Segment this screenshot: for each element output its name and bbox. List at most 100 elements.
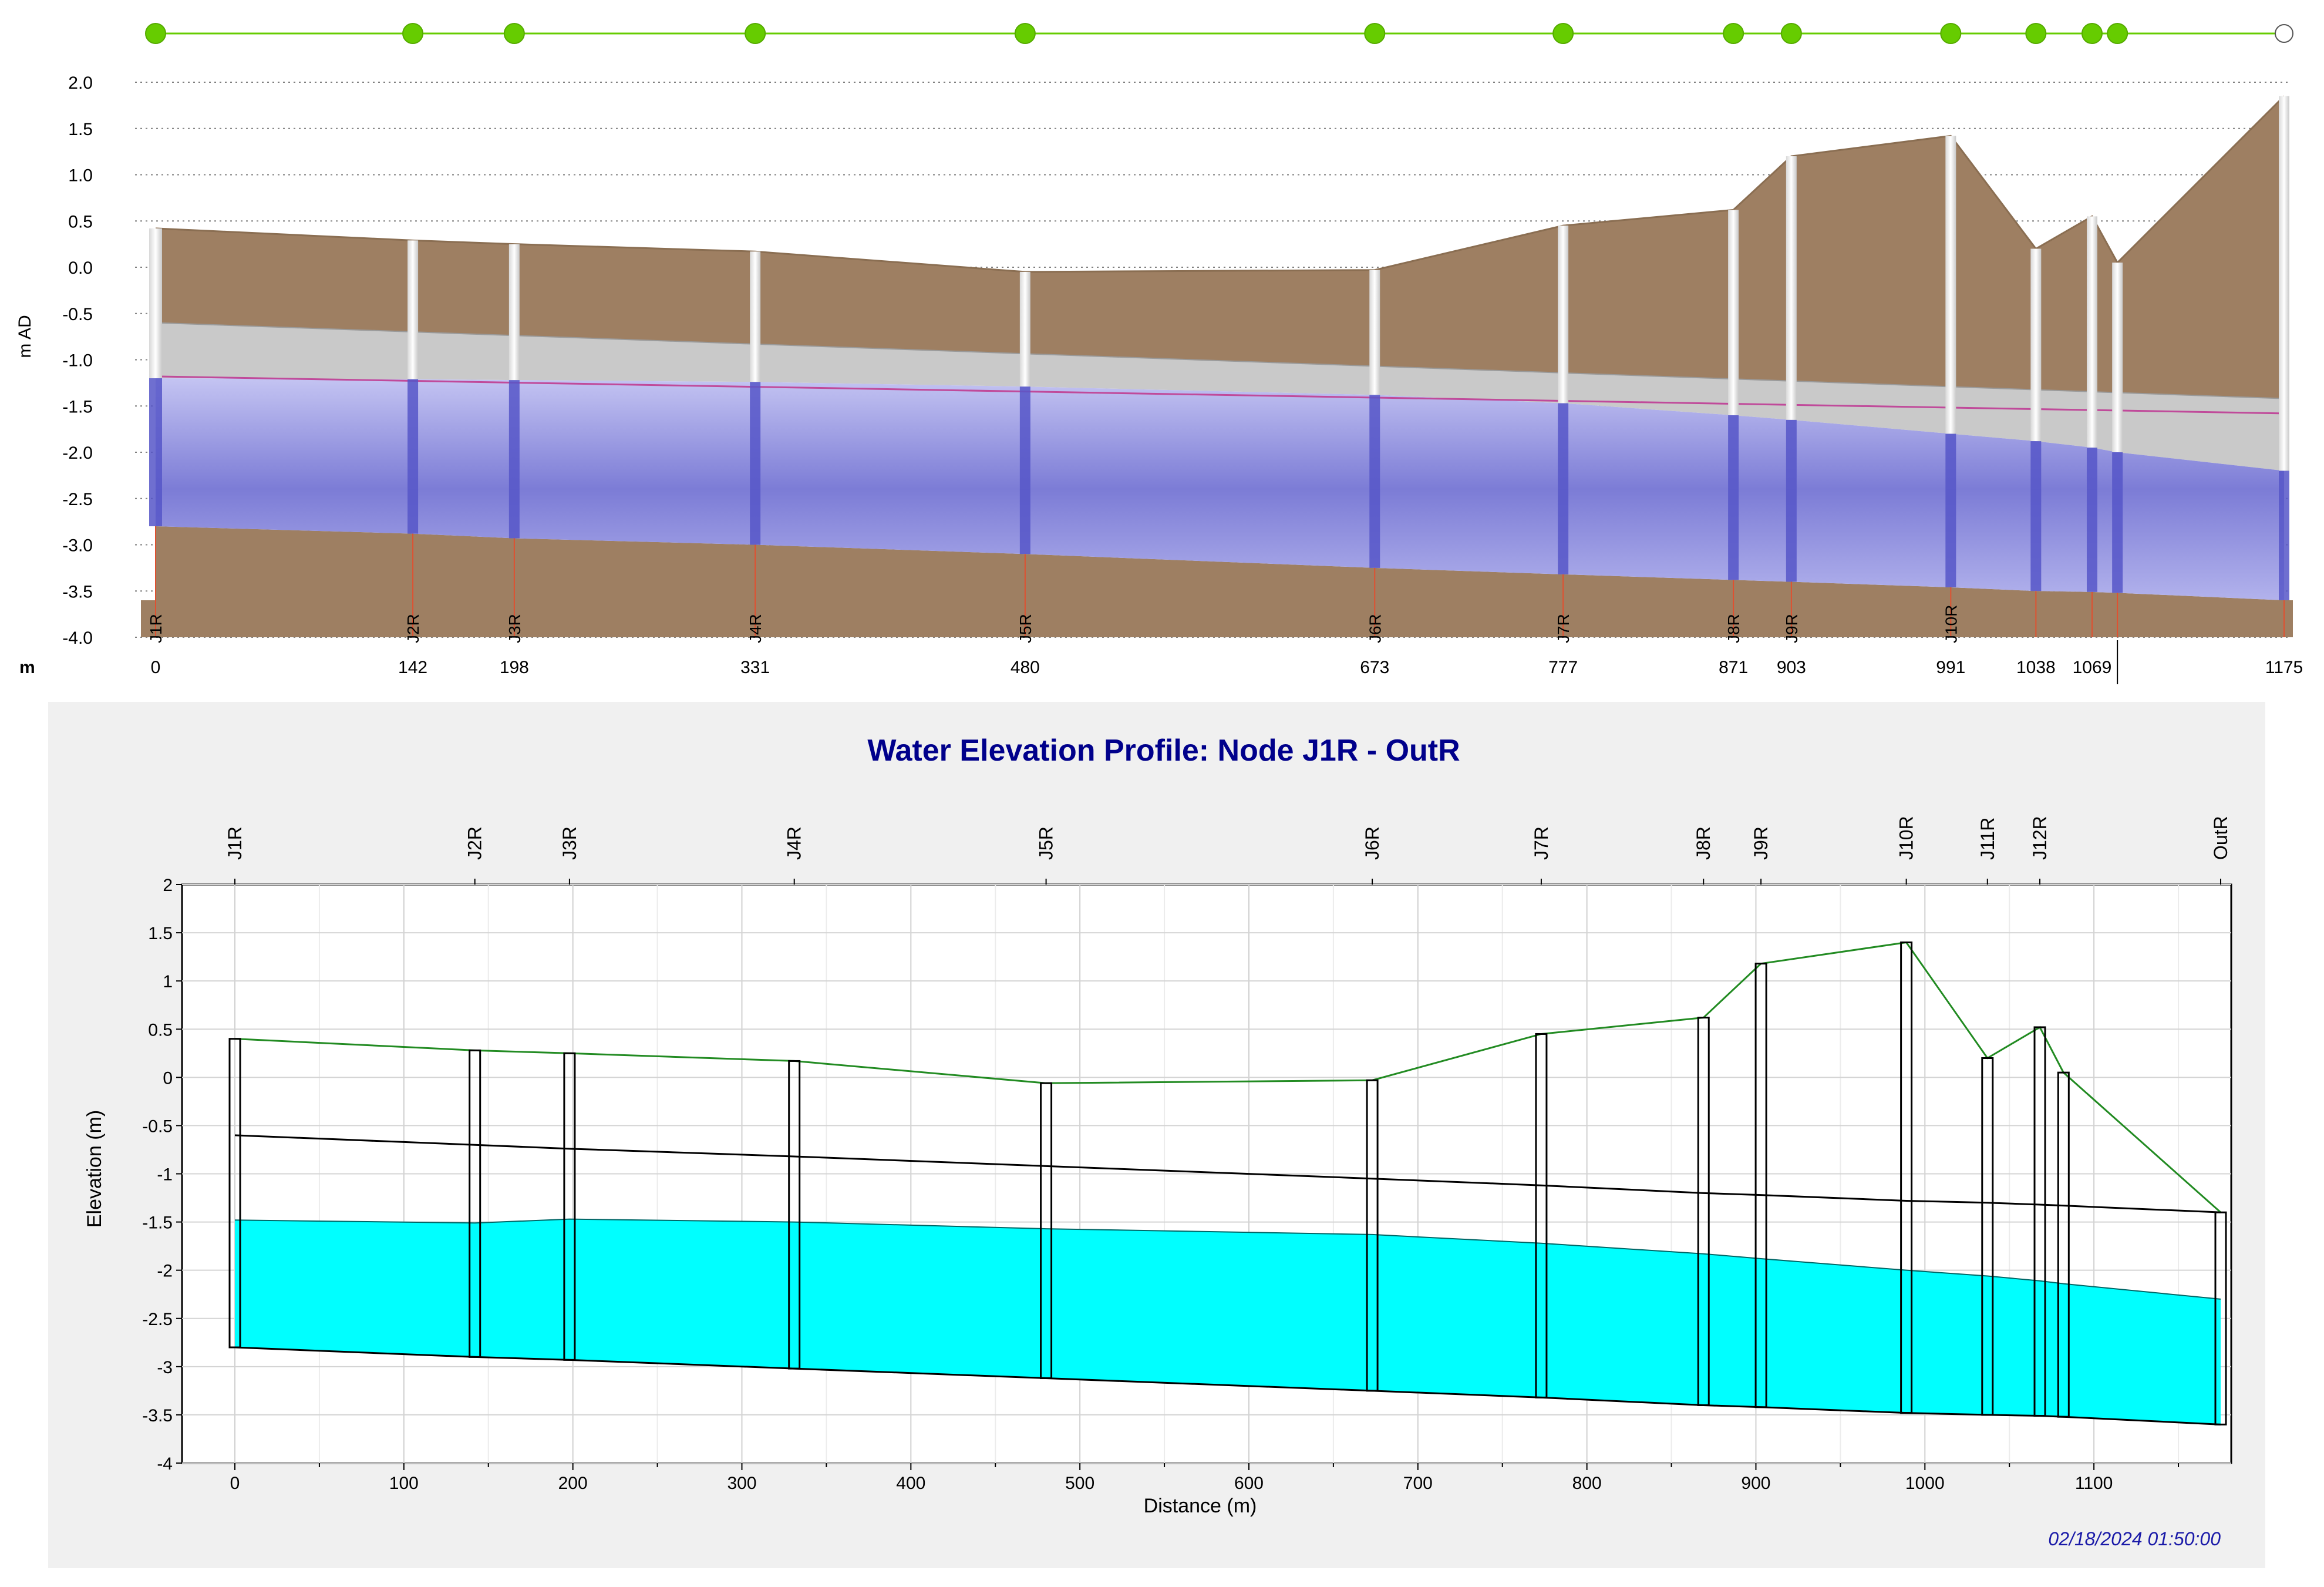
long-section-chart: J1R J2R J3R J4R J5R J6R J7R J8R J9R J10R 2.0 1.5 1.… — [15, 23, 2303, 684]
top-y-tick-label: -2.0 — [62, 443, 93, 463]
top-y-tick-label: 2.0 — [68, 73, 93, 93]
node-shaft-upper — [2112, 263, 2123, 452]
top-y-tick-label: -1.0 — [62, 351, 93, 371]
bottom-y-tick-label: -3 — [157, 1358, 173, 1377]
node-name-label: J2R — [404, 614, 422, 643]
crown-line — [234, 1134, 2221, 1213]
ground-surface-line — [155, 95, 2285, 273]
node-shaft-water — [2086, 448, 2097, 592]
water-fill — [156, 378, 2284, 600]
bottom-x-tick-label: 800 — [1572, 1474, 1602, 1493]
node-name-label: J6R — [1362, 826, 1383, 860]
node-shaft-water — [2112, 452, 2123, 593]
bottom-y-tick-label: 1 — [163, 972, 173, 991]
node-shaft — [1040, 1082, 1053, 1380]
node-marker-strip — [145, 23, 2293, 44]
bottom-node-shafts — [228, 942, 2227, 1425]
top-y-tick-label: -2.5 — [62, 490, 93, 509]
node-shaft-upper — [1369, 270, 1380, 395]
node-shaft-water — [1945, 433, 1956, 587]
node-shaft-water — [2030, 441, 2042, 591]
node-shaft — [1697, 1017, 1710, 1406]
top-x-tick-label: 903 — [1777, 658, 1806, 677]
top-x-tick-label: 1038 — [2016, 658, 2056, 677]
node-shaft — [469, 1049, 481, 1358]
node-shaft-water — [1019, 386, 1030, 554]
node-shaft-upper — [1728, 210, 1739, 415]
bottom-y-tick-label: -1.5 — [142, 1213, 173, 1233]
node-marker — [2025, 23, 2047, 44]
node-shaft-water — [149, 378, 162, 526]
ground-line — [234, 941, 2221, 1213]
node-marker — [1780, 23, 1802, 44]
node-name-label: J10R — [1896, 816, 1917, 860]
node-shaft — [1754, 963, 1767, 1408]
bottom-x-tick-label: 900 — [1741, 1474, 1770, 1493]
node-marker — [2081, 23, 2103, 44]
chart-title: Water Elevation Profile: Node J1R - OutR — [867, 734, 1460, 768]
node-shaft-water — [1369, 395, 1380, 568]
node-marker — [1723, 23, 1744, 44]
node-marker — [1552, 23, 1574, 44]
node-shaft-water — [1558, 403, 1569, 574]
bottom-y-tick-label: -3.5 — [142, 1406, 173, 1425]
node-shaft — [563, 1052, 576, 1361]
bottom-y-tick-label: 0 — [163, 1068, 173, 1088]
node-marker — [1364, 23, 1386, 44]
node-marker — [745, 23, 766, 44]
bottom-x-axis: 0 100 200 300 400 500 600 700 800 900 1000 1100 — [230, 1463, 2180, 1493]
node-name-label: J3R — [506, 614, 524, 643]
y-axis-title: Elevation (m) — [83, 1110, 106, 1228]
node-name-label: J5R — [1036, 826, 1057, 860]
node-shaft — [2214, 1211, 2227, 1425]
x-axis-title: Distance (m) — [1144, 1495, 1257, 1517]
bottom-y-tick-label: -1 — [157, 1165, 173, 1185]
bottom-y-axis: 2 1.5 1 0.5 0 -0.5 -1 -1.5 -2 -2.5 -3 -3.5 -4 — [142, 876, 182, 1474]
top-x-tick-label: 673 — [1360, 658, 1389, 677]
bottom-x-tick-label: 200 — [558, 1474, 588, 1493]
bottom-node-labels: J1R J2R J3R J4R J5R J6R J7R J8R J9R J10R J11R J12R O… — [224, 816, 2231, 885]
top-y-axis: 2.0 1.5 1.0 0.5 0.0 -0.5 -1.0 -1.5 -2.0 -2.5 -3.0 -… — [62, 73, 93, 648]
node-shaft — [1900, 942, 1913, 1414]
node-shaft-water — [508, 380, 520, 539]
node-shaft-upper — [1786, 156, 1797, 420]
top-x-unit-label: m — [19, 658, 35, 677]
bottom-y-tick-label: -2.5 — [142, 1310, 173, 1329]
node-name-label: J1R — [224, 826, 245, 860]
invert-line — [234, 1346, 2221, 1425]
node-shaft-water — [2279, 470, 2289, 600]
node-shaft-water — [1728, 415, 1739, 580]
water-elevation-profile-panel: Water Elevation Profile: Node J1R - OutR… — [48, 702, 2265, 1568]
node-name-label: J10R — [1942, 605, 1960, 643]
top-x-tick-label: 871 — [1719, 658, 1748, 677]
node-shaft-upper — [2086, 216, 2097, 448]
top-x-axis: 0 142 198 331 480 673 777 871 903 991 1038 1069 1175 — [151, 640, 2303, 684]
node-name-label: J12R — [2029, 816, 2050, 860]
bottom-y-tick-label: 2 — [163, 876, 173, 895]
top-profile-fills — [141, 95, 2293, 637]
top-x-tick-label: 198 — [500, 658, 529, 677]
bottom-x-tick-label: 400 — [896, 1474, 925, 1493]
node-marker — [503, 23, 525, 44]
top-x-tick-label: 480 — [1011, 658, 1040, 677]
bottom-x-tick-label: 100 — [389, 1474, 419, 1493]
water-surface-line — [234, 1218, 2221, 1300]
node-name-label: J1R — [147, 614, 165, 643]
top-node-shafts: J1R J2R J3R J4R J5R J6R J7R J8R J9R J10R — [147, 96, 2289, 643]
top-y-tick-label: -3.5 — [62, 582, 93, 601]
top-y-tick-label: -0.5 — [62, 305, 93, 324]
bottom-x-tick-label: 0 — [230, 1474, 240, 1493]
node-shaft-upper — [1558, 226, 1569, 404]
top-x-tick-label: 142 — [398, 658, 427, 677]
bottom-series — [234, 941, 2221, 1425]
bottom-y-tick-label: -0.5 — [142, 1117, 173, 1136]
top-y-tick-label: 1.5 — [68, 120, 93, 139]
top-x-tick-label: 991 — [1936, 658, 1965, 677]
node-name-label: J5R — [1016, 614, 1035, 643]
node-name-label: J8R — [1693, 826, 1714, 860]
bottom-y-tick-label: -2 — [157, 1262, 173, 1281]
node-marker — [2107, 23, 2128, 44]
top-x-tick-label: 777 — [1548, 658, 1578, 677]
top-x-tick-label: 1175 — [2265, 658, 2303, 677]
node-marker — [1014, 23, 1036, 44]
